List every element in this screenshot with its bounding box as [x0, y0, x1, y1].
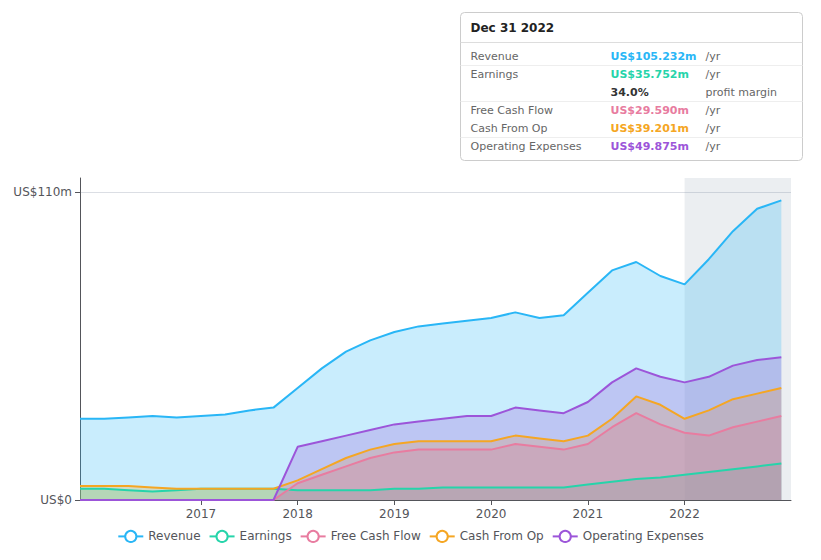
svg-text:Operating Expenses: Operating Expenses	[583, 529, 704, 543]
svg-text:Cash From Op: Cash From Op	[460, 529, 544, 543]
svg-text:/yr: /yr	[706, 140, 721, 153]
svg-text:/yr: /yr	[706, 68, 721, 81]
svg-text:/yr: /yr	[706, 104, 721, 117]
svg-text:Earnings: Earnings	[471, 68, 519, 81]
svg-text:Cash From Op: Cash From Op	[471, 122, 548, 135]
svg-text:US$29.590m: US$29.590m	[611, 104, 689, 117]
svg-text:Revenue: Revenue	[471, 50, 519, 63]
svg-text:Operating Expenses: Operating Expenses	[471, 140, 582, 153]
svg-text:Dec 31 2022: Dec 31 2022	[471, 21, 555, 35]
svg-text:US$0: US$0	[40, 493, 72, 507]
svg-text:2022: 2022	[669, 507, 700, 521]
svg-text:2017: 2017	[186, 507, 217, 521]
svg-text:2019: 2019	[379, 507, 410, 521]
svg-text:34.0%: 34.0%	[611, 86, 649, 99]
svg-text:2020: 2020	[476, 507, 507, 521]
svg-text:profit margin: profit margin	[706, 86, 778, 99]
svg-text:US$105.232m: US$105.232m	[611, 50, 697, 63]
svg-text:Free Cash Flow: Free Cash Flow	[331, 529, 421, 543]
svg-text:2018: 2018	[282, 507, 313, 521]
svg-text:2021: 2021	[573, 507, 604, 521]
svg-text:US$110m: US$110m	[13, 185, 72, 199]
svg-text:US$35.752m: US$35.752m	[611, 68, 689, 81]
svg-text:Free Cash Flow: Free Cash Flow	[471, 104, 554, 117]
svg-text:US$39.201m: US$39.201m	[611, 122, 689, 135]
svg-text:Earnings: Earnings	[240, 529, 292, 543]
svg-text:Revenue: Revenue	[148, 529, 200, 543]
svg-text:US$49.875m: US$49.875m	[611, 140, 689, 153]
svg-text:/yr: /yr	[706, 122, 721, 135]
svg-text:/yr: /yr	[706, 50, 721, 63]
